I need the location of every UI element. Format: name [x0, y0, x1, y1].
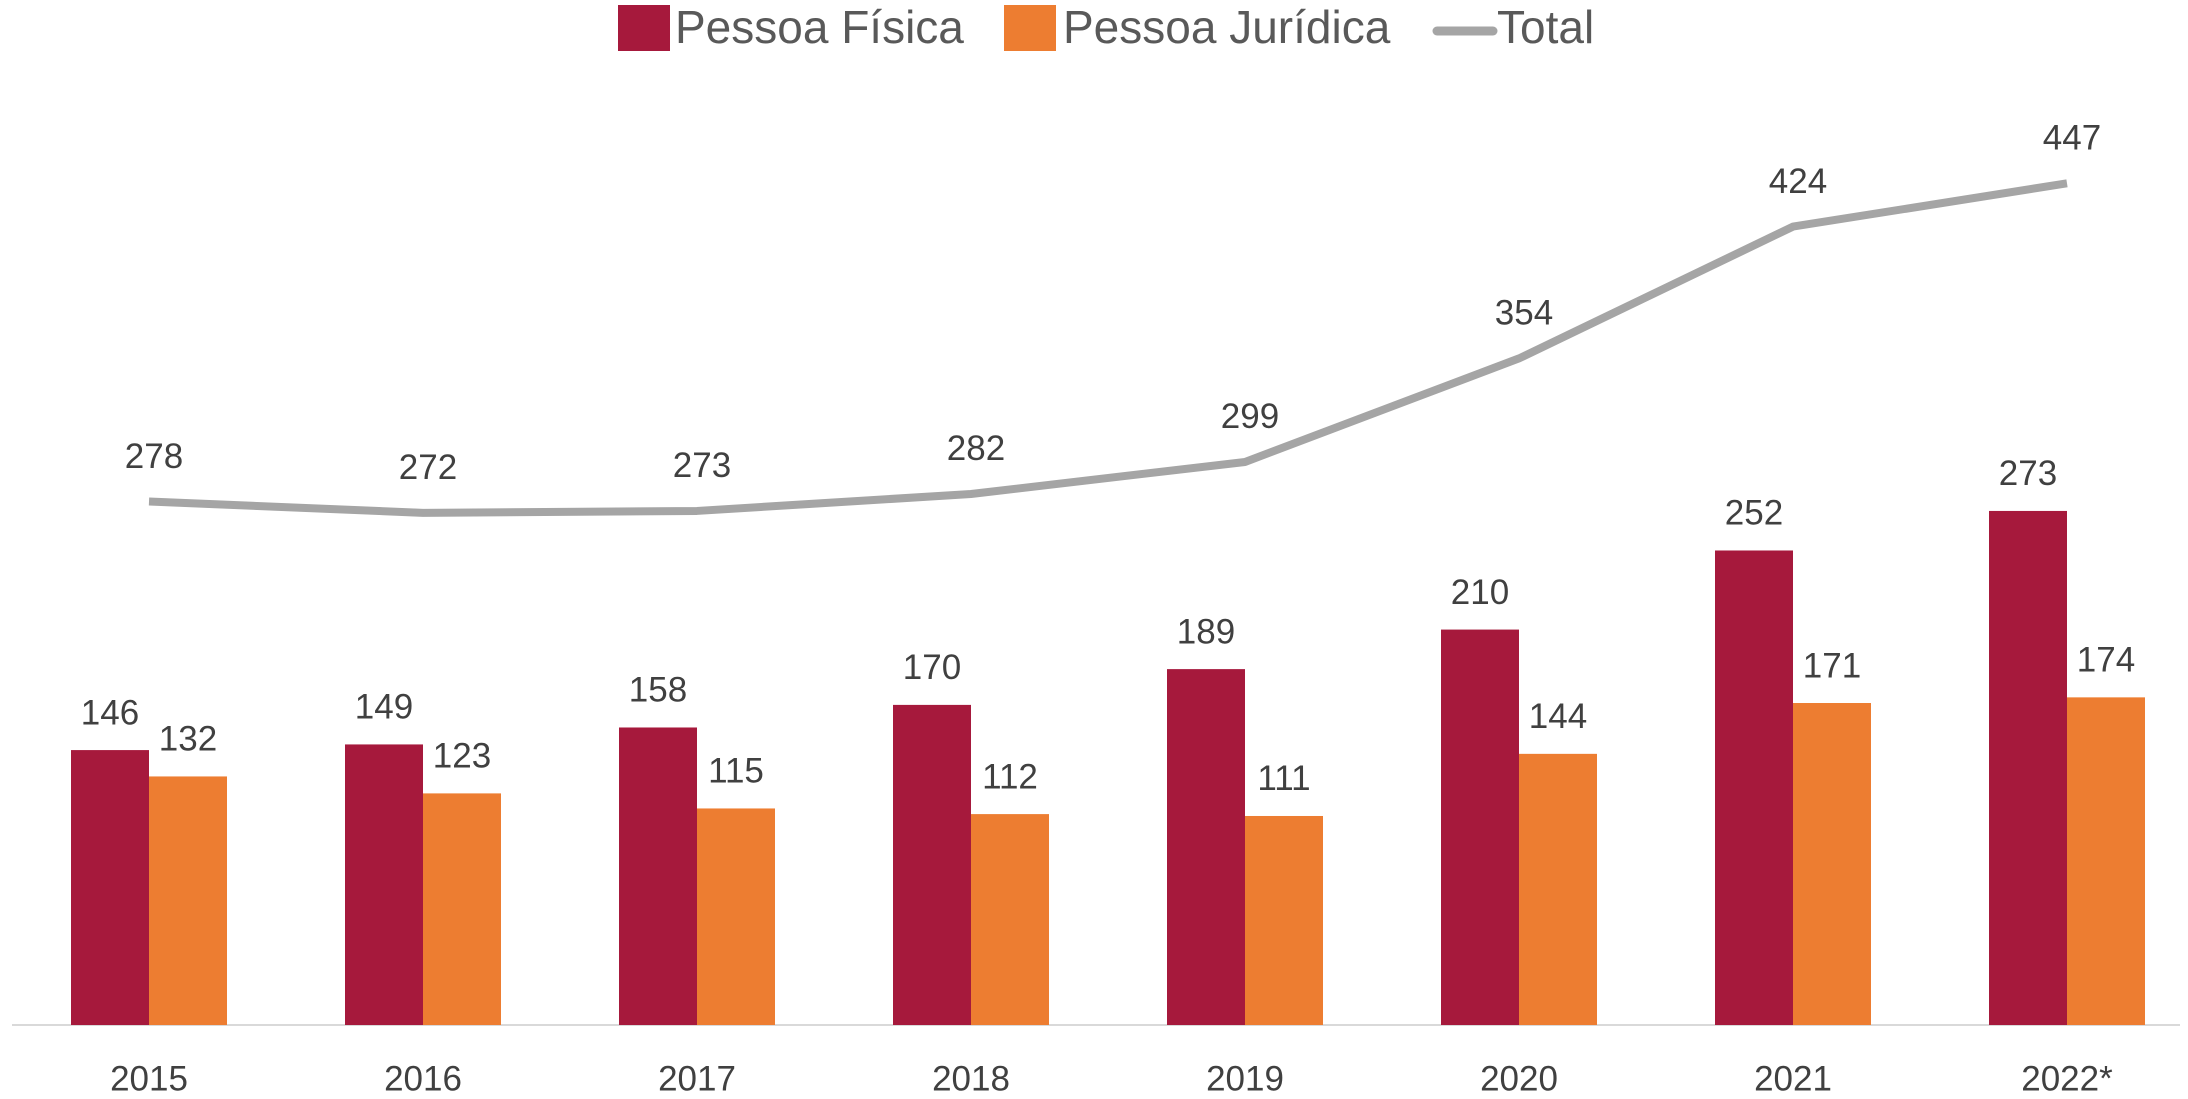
data-label: 278 [125, 437, 183, 476]
bar [345, 744, 423, 1025]
x-tick-label: 2020 [1480, 1059, 1558, 1098]
bar [1715, 550, 1793, 1025]
data-label: 123 [433, 737, 491, 776]
x-tick-label: 2017 [658, 1059, 736, 1098]
data-label: 447 [2043, 119, 2101, 158]
data-label: 273 [673, 446, 731, 485]
data-label: 158 [629, 671, 687, 710]
data-label: 282 [947, 429, 1005, 468]
data-label: 189 [1177, 612, 1235, 651]
data-label: 174 [2077, 641, 2135, 680]
legend-label: Total [1497, 1, 1594, 53]
legend-swatch [618, 5, 670, 51]
bar [149, 776, 227, 1025]
x-tick-label: 2016 [384, 1059, 462, 1098]
bar [423, 793, 501, 1025]
data-label: 210 [1451, 573, 1509, 612]
bar [71, 750, 149, 1025]
bar [1519, 753, 1597, 1025]
data-label: 424 [1769, 162, 1827, 201]
data-label: 273 [1999, 454, 2057, 493]
x-tick-label: 2015 [110, 1059, 188, 1098]
data-label: 272 [399, 448, 457, 487]
x-tick-label: 2019 [1206, 1059, 1284, 1098]
x-tick-label: 2018 [932, 1059, 1010, 1098]
legend-swatch [1004, 5, 1056, 51]
bar [1245, 815, 1323, 1025]
data-label: 252 [1725, 494, 1783, 533]
data-label: 146 [81, 693, 139, 732]
bar [893, 704, 971, 1025]
x-tick-label: 2022* [2021, 1059, 2113, 1098]
legend-label: Pessoa Física [675, 1, 964, 53]
x-tick-label: 2021 [1754, 1059, 1832, 1098]
data-label: 111 [1257, 759, 1310, 798]
data-label: 144 [1529, 697, 1587, 736]
line [148, 179, 2068, 517]
bar [619, 727, 697, 1025]
data-label: 149 [355, 688, 413, 727]
bar [2067, 697, 2145, 1025]
data-label: 115 [708, 752, 764, 791]
data-label: 354 [1495, 294, 1553, 333]
bar [1441, 629, 1519, 1025]
data-label: 132 [159, 720, 217, 759]
bar [971, 814, 1049, 1025]
bar [1989, 510, 2067, 1025]
data-label: 170 [903, 648, 961, 687]
bar [1167, 669, 1245, 1025]
data-label: 112 [982, 757, 1038, 796]
data-label: 171 [1803, 646, 1861, 685]
data-label: 299 [1221, 397, 1279, 436]
legend-label: Pessoa Jurídica [1063, 1, 1391, 53]
bar [697, 808, 775, 1025]
bar [1793, 703, 1871, 1025]
